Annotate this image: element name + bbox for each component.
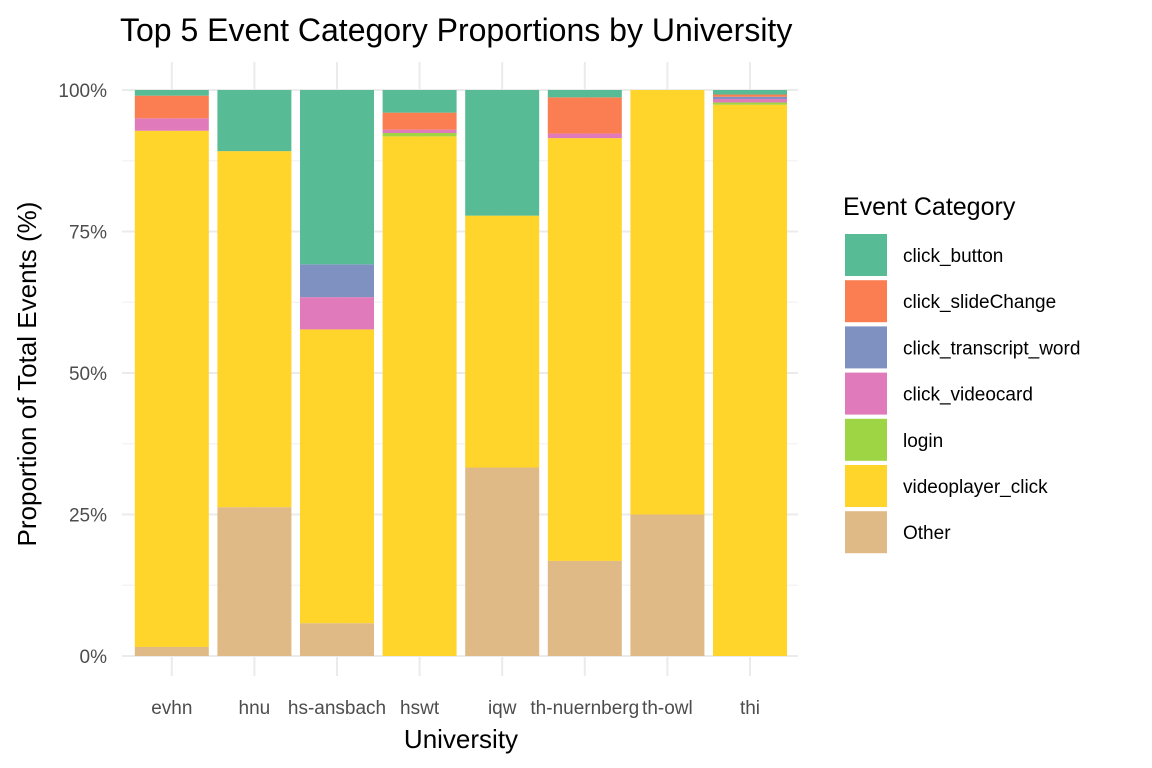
legend: click_button click_slideChange click_trans… (845, 234, 1080, 554)
legend-key (845, 280, 887, 323)
legend-label: click_button (903, 246, 1003, 267)
bar-segment-hnu-videoplayer_click (217, 151, 292, 508)
bar-segment-hs-ansbach-click_videocard (300, 297, 374, 330)
bar-segment-hs-ansbach-videoplayer_click (300, 329, 374, 624)
bar-segment-evhn-Other (134, 646, 209, 656)
bar-segment-th-nuernberg-click_button (547, 90, 622, 98)
bar-segment-th-owl-Other (630, 514, 705, 656)
bar-segment-thi-click_videocard (713, 99, 787, 103)
bar-segment-th-nuernberg-click_slideChange (547, 97, 622, 134)
bar-segment-hs-ansbach-click_button (300, 90, 374, 265)
bar-segment-evhn-click_button (134, 90, 209, 96)
y-axis-title: Proportion of Total Events (%) (12, 202, 42, 547)
y-tick-label: 25% (69, 506, 107, 527)
y-tick-label: 100% (58, 81, 107, 102)
bar-segment-hnu-click_button (217, 90, 292, 152)
bar-segment-thi-click_button (713, 90, 787, 95)
bar-segment-hs-ansbach-Other (300, 623, 374, 656)
x-tick-label: evhn (151, 698, 192, 719)
bars (134, 90, 787, 657)
bar-segment-iqw-videoplayer_click (465, 215, 540, 468)
bar-segment-th-nuernberg-videoplayer_click (547, 138, 622, 561)
bar-segment-th-nuernberg-click_videocard (547, 133, 622, 139)
bar-segment-th-nuernberg-Other (547, 560, 622, 656)
bar-segment-thi-click_transcript_word (713, 96, 787, 100)
legend-label: videoplayer_click (903, 477, 1048, 498)
legend-key (845, 326, 887, 369)
legend-title: Event Category (843, 193, 1016, 221)
y-tick-label: 50% (69, 364, 107, 385)
legend-key (845, 372, 887, 415)
bar-segment-iqw-Other (465, 467, 540, 656)
legend-key (845, 234, 887, 276)
bar-segment-hnu-Other (217, 507, 292, 656)
bar-segment-th-owl-videoplayer_click (630, 90, 705, 515)
legend-label: login (903, 431, 943, 452)
x-tick-label: th-owl (642, 698, 693, 719)
legend-key (845, 465, 887, 507)
bar-segment-thi-login (713, 102, 787, 105)
x-tick-label: hswt (400, 698, 440, 719)
bar-segment-hswt-click_button (382, 90, 457, 113)
x-tick-label: th-nuernberg (530, 698, 639, 719)
bar-segment-hs-ansbach-click_transcript_word (300, 264, 374, 298)
legend-label: click_transcript_word (903, 338, 1080, 359)
x-tick-label: hnu (239, 698, 271, 719)
legend-key (845, 418, 887, 461)
bar-segment-evhn-videoplayer_click (134, 130, 209, 647)
legend-key (845, 511, 887, 554)
x-tick-label: hs-ansbach (288, 698, 386, 719)
y-tick-label: 75% (69, 223, 107, 244)
legend-label: click_videocard (903, 385, 1033, 406)
bar-segment-hswt-click_slideChange (382, 112, 457, 130)
y-axis-ticks: 0% 25% 50% 75% 100% (58, 81, 107, 668)
bar-segment-hswt-click_videocard (382, 129, 457, 134)
y-tick-label: 0% (80, 647, 108, 668)
legend-label: click_slideChange (903, 292, 1056, 313)
chart-title: Top 5 Event Category Proportions by Univ… (120, 12, 792, 48)
bar-segment-iqw-click_button (465, 90, 540, 216)
bar-segment-thi-click_slideChange (713, 94, 787, 97)
x-axis-ticks: evhn hnu hs-ansbach hswt iqw th-nuernberg th-o… (151, 698, 760, 719)
bar-segment-hswt-videoplayer_click (382, 136, 457, 657)
bar-segment-evhn-click_slideChange (134, 95, 209, 119)
x-axis-title: University (404, 724, 518, 754)
bar-segment-thi-videoplayer_click (713, 104, 787, 656)
bar-segment-evhn-click_videocard (134, 118, 209, 131)
x-tick-label: thi (740, 698, 760, 719)
bar-segment-hswt-login (382, 133, 457, 137)
legend-label: Other (903, 523, 951, 544)
x-tick-label: iqw (488, 698, 517, 719)
